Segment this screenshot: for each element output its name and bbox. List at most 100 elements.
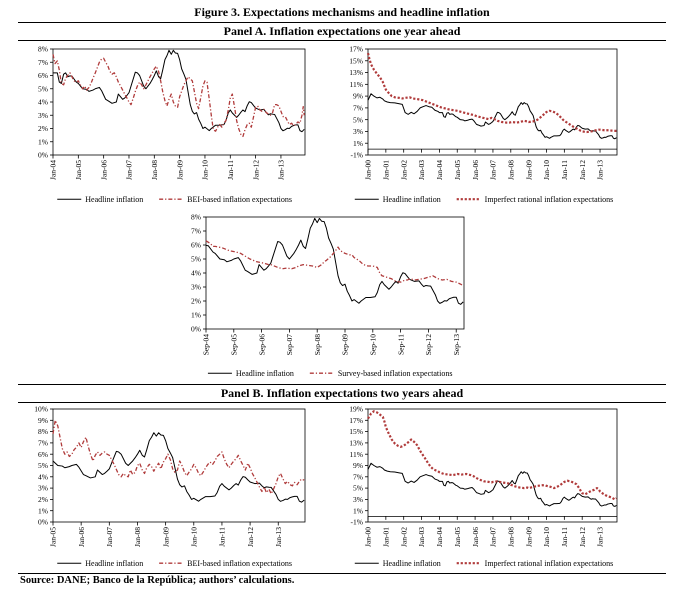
chart-imperfect-two-year: -1% 1% 3% 5% 7% 9% 11% 13% 15% 17% 19% Jan-00 Jan-01… bbox=[350, 405, 680, 571]
x-tick-label: Jan-06 bbox=[77, 527, 86, 547]
plot-border bbox=[367, 408, 618, 523]
x-tick-label: Jan-10 bbox=[542, 527, 551, 547]
legend-label: Imperfect rational inflation expectation… bbox=[485, 195, 614, 204]
panel-b-row: 0% 1% 2% 3% 4% 5% 6% 7% 8% 9% 10% Jan-05 Jan-06 Jan-0… bbox=[0, 405, 684, 571]
y-tick-label: 0% bbox=[38, 518, 48, 527]
series-line-expectations bbox=[52, 54, 305, 138]
y-tick-label: 0% bbox=[38, 151, 48, 160]
y-tick-label: 0% bbox=[191, 325, 201, 334]
y-tick-label: 11% bbox=[350, 450, 363, 459]
x-tick-label: Jan-00 bbox=[364, 160, 373, 180]
series-line-headline bbox=[367, 93, 617, 140]
x-tick-label: Jan-03 bbox=[417, 527, 426, 547]
panel-b-bei-chart: 0%1%2%3%4%5%6%7%8%9%10%Jan-05 Jan-06 Jan-0… bbox=[34, 405, 306, 568]
y-tick-label: 3% bbox=[191, 283, 201, 292]
x-tick-label: Sep-06 bbox=[257, 334, 266, 355]
chart-imperfect-one-year: -1% 1% 3% 5% 7% 9% 11% 13% 15% 17% Jan-00 Jan-01 Jan… bbox=[350, 43, 680, 209]
y-tick-label: -1% bbox=[351, 518, 364, 527]
x-tick-label: Jan-02 bbox=[399, 160, 408, 180]
y-axis: -1% 1% 3% 5% 7% 9% 11% 13% 15% 17% 19% bbox=[350, 405, 368, 527]
x-axis: Jan-05 Jan-06 Jan-07 Jan-08 Jan-09 Jan-10 Jan-… bbox=[49, 522, 283, 547]
x-tick-label: Sep-09 bbox=[341, 334, 350, 355]
legend: Headline inflation Imperfect rational inf… bbox=[354, 559, 613, 568]
legend-label: BEI-based inflation expectations bbox=[187, 195, 292, 204]
legend-label: Headline inflation bbox=[383, 559, 441, 568]
x-tick-label: Jan-11 bbox=[560, 527, 569, 547]
x-tick-label: Jan-07 bbox=[125, 160, 134, 180]
y-tick-label: 7% bbox=[191, 227, 201, 236]
y-tick-label: 15% bbox=[350, 427, 363, 436]
series-line-headline bbox=[52, 432, 305, 503]
x-tick-label: Jan-10 bbox=[189, 527, 198, 547]
x-tick-label: Jan-08 bbox=[150, 160, 159, 180]
y-tick-label: 2% bbox=[38, 124, 48, 133]
x-tick-label: Jan-03 bbox=[417, 160, 426, 180]
x-tick-label: Jan-13 bbox=[596, 160, 605, 180]
x-axis: Jan-00 Jan-01 Jan-02 Jan-03 Jan-04 Jan-05 Jan-… bbox=[364, 149, 605, 180]
x-tick-label: Sep-07 bbox=[285, 334, 294, 355]
panel-a-title: Panel A. Inflation expectations one year… bbox=[223, 24, 461, 38]
panel-a-middle-row: 0% 1% 2% 3% 4% 5% 6% 7% 8% Sep-04 Sep-05 Sep-06 Sep-… bbox=[0, 211, 684, 382]
y-tick-label: 13% bbox=[350, 68, 363, 77]
panel-a-row: 0% 1% 2% 3% 4% 5% 6% 7% 8% Jan-04 Jan-05 Jan-06 Jan-… bbox=[0, 43, 684, 209]
series-line-expectations bbox=[205, 240, 464, 287]
x-tick-label: Sep-12 bbox=[424, 334, 433, 355]
y-tick-label: 6% bbox=[191, 241, 201, 250]
y-tick-label: 5% bbox=[38, 461, 48, 470]
x-tick-label: Jan-11 bbox=[560, 160, 569, 180]
y-tick-label: 7% bbox=[353, 103, 363, 112]
x-tick-label: Jan-00 bbox=[364, 527, 373, 547]
x-tick-label: Jan-13 bbox=[274, 527, 283, 547]
chart-bei-one-year: 0% 1% 2% 3% 4% 5% 6% 7% 8% Jan-04 Jan-05 Jan-06 Jan-… bbox=[20, 43, 350, 209]
x-axis: Sep-04 Sep-05 Sep-06 Sep-07 Sep-08 Sep-09 Sep-… bbox=[202, 329, 461, 355]
y-axis: -1% 1% 3% 5% 7% 9% 11% 13% 15% 17% bbox=[350, 45, 368, 160]
x-tick-label: Jan-07 bbox=[489, 160, 498, 180]
x-tick-label: Jan-11 bbox=[218, 527, 227, 547]
panel-a-imperfect-chart: -1%1%3%5%7%9%11%13%15%17%Jan-00 Jan-01 Jan… bbox=[350, 45, 618, 204]
x-tick-label: Sep-08 bbox=[313, 334, 322, 355]
x-tick-label: Sep-11 bbox=[396, 334, 405, 355]
legend: Headline inflation Survey-based inflation… bbox=[207, 369, 453, 378]
y-tick-label: 13% bbox=[350, 439, 363, 448]
y-tick-label: 2% bbox=[191, 297, 201, 306]
chart-bei-two-year: 0% 1% 2% 3% 4% 5% 6% 7% 8% 9% 10% Jan-05 Jan-06 Jan-0… bbox=[20, 405, 350, 571]
x-tick-label: Jan-13 bbox=[277, 160, 286, 180]
x-tick-label: Jan-05 bbox=[453, 527, 462, 547]
y-tick-label: 3% bbox=[353, 127, 363, 136]
y-tick-label: -1% bbox=[351, 151, 364, 160]
y-tick-label: 19% bbox=[350, 405, 363, 414]
legend: Headline inflation BEI-based inflation ex… bbox=[57, 195, 292, 204]
y-tick-label: 1% bbox=[353, 506, 363, 515]
y-tick-label: 8% bbox=[38, 427, 48, 436]
x-axis: Jan-04 Jan-05 Jan-06 Jan-07 Jan-08 Jan-09 Jan-… bbox=[49, 155, 286, 180]
x-tick-label: Sep-05 bbox=[230, 334, 239, 355]
y-tick-label: 8% bbox=[191, 213, 201, 222]
x-tick-label: Jan-04 bbox=[435, 160, 444, 180]
y-tick-label: 5% bbox=[191, 255, 201, 264]
x-tick-label: Jan-13 bbox=[596, 527, 605, 547]
panel-b-header: Panel B. Inflation expectations two year… bbox=[18, 384, 666, 403]
y-tick-label: 7% bbox=[38, 439, 48, 448]
legend-label: Headline inflation bbox=[383, 195, 441, 204]
y-tick-label: 4% bbox=[38, 472, 48, 481]
y-tick-label: 4% bbox=[38, 98, 48, 107]
legend: Headline inflation Imperfect rational inf… bbox=[354, 195, 614, 204]
series-line-expectations bbox=[367, 410, 618, 501]
chart-survey-one-year: 0% 1% 2% 3% 4% 5% 6% 7% 8% Sep-04 Sep-05 Sep-06 Sep-… bbox=[171, 211, 513, 382]
y-tick-label: 17% bbox=[350, 416, 363, 425]
x-tick-label: Jan-01 bbox=[382, 160, 391, 180]
x-tick-label: Jan-06 bbox=[471, 160, 480, 180]
panel-a-header: Panel A. Inflation expectations one year… bbox=[18, 22, 666, 41]
plot-border bbox=[52, 48, 306, 156]
y-tick-label: 3% bbox=[353, 495, 363, 504]
y-tick-label: 9% bbox=[38, 416, 48, 425]
x-tick-label: Jan-09 bbox=[161, 527, 170, 547]
y-tick-label: 10% bbox=[34, 405, 48, 414]
x-tick-label: Jan-02 bbox=[399, 527, 408, 547]
y-axis: 0% 1% 2% 3% 4% 5% 6% 7% 8% 9% 10% bbox=[34, 405, 53, 527]
y-tick-label: 15% bbox=[350, 56, 363, 65]
y-tick-label: 9% bbox=[353, 92, 363, 101]
x-tick-label: Jan-07 bbox=[105, 527, 114, 547]
legend-label: Survey-based inflation expectations bbox=[338, 369, 453, 378]
